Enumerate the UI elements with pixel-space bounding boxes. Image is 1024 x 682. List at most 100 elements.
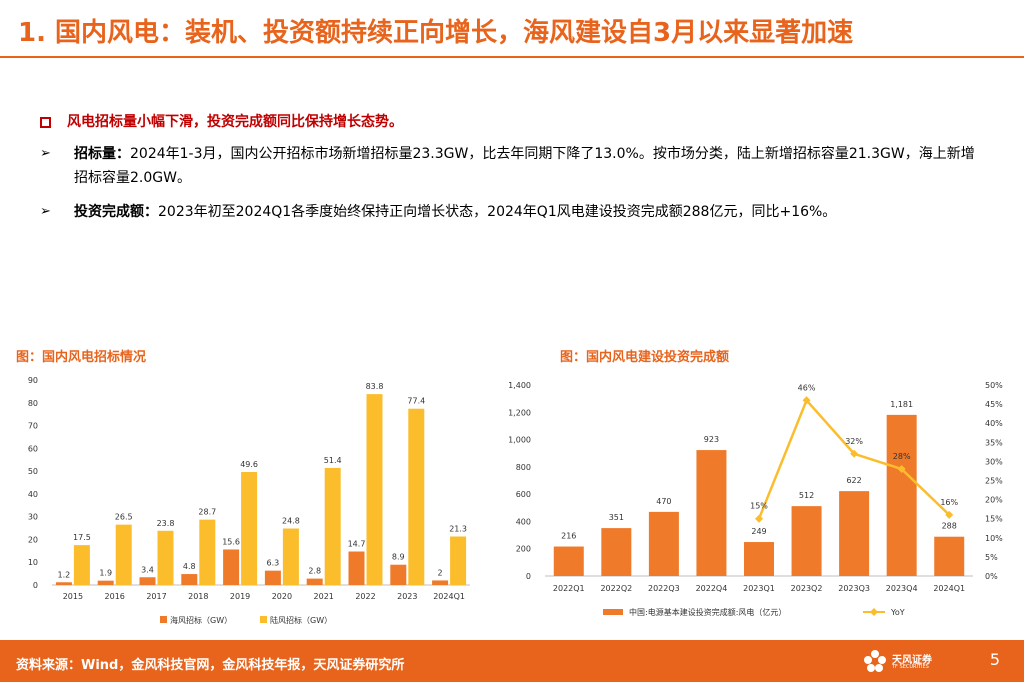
bar-offshore [306,578,323,585]
y-tick-label-left: 800 [516,463,531,472]
x-tick-label: 2022Q1 [553,584,585,593]
bar-offshore [390,564,407,585]
data-label: 1.2 [58,570,71,579]
y-tick-label-left: 200 [516,545,531,554]
data-label: 2.8 [308,567,321,576]
y-tick-label-left: 1,400 [508,381,531,390]
yoy-point [755,514,763,523]
arrow-bullet-icon: ➢ [40,204,51,219]
y-tick-label-right: 50% [985,381,1003,390]
bar-investment [934,536,965,576]
data-label: 51.4 [324,456,342,465]
bar-investment [839,491,870,576]
bullet-text: 2024年1-3月，国内公开招标市场新增招标量23.3GW，比去年同期下降了13… [74,146,975,186]
bullet-label: 投资完成额： [74,204,158,220]
data-label: 23.8 [157,519,175,528]
y-tick-label-right: 30% [985,457,1003,466]
bar-investment [648,511,679,576]
logo-text: 天风证券 [892,655,932,666]
bullet-item: ➢ 招标量：2024年1-3月，国内公开招标市场新增招标量23.3GW，比去年同… [40,142,980,190]
bar-onshore [408,408,425,585]
legend-label: 海风招标（GW） [170,615,232,625]
page-title: 1. 国内风电：装机、投资额持续正向增长，海风建设自3月以来显著加速 [18,18,854,48]
data-label: 15.6 [222,537,240,546]
data-label: 8.9 [392,553,405,562]
x-tick-label: 2016 [105,592,125,601]
page-number: 5 [989,650,1001,669]
y-tick-label: 40 [28,490,38,499]
bar-onshore [199,519,216,585]
y-tick-label-right: 40% [985,419,1003,428]
data-label: 351 [609,513,624,522]
data-label: 83.8 [366,382,384,391]
bar-offshore [264,570,281,585]
data-label: 923 [704,435,719,444]
yoy-point [945,510,954,519]
y-tick-label: 70 [28,422,38,431]
y-tick-label-left: 1,000 [508,436,531,445]
y-tick-label-right: 0% [985,572,998,581]
x-tick-label: 2020 [272,592,292,601]
y-tick-label-right: 25% [985,477,1003,486]
data-label: 77.4 [407,397,425,406]
company-logo: 天风证券 TF SECURITIES [862,648,940,676]
y-tick-label-left: 600 [516,490,531,499]
data-label: 512 [799,491,814,500]
bullet-item: ➢ 投资完成额：2023年初至2024Q1各季度始终保持正向增长状态，2024年… [40,200,980,224]
data-label: 288 [942,522,957,531]
x-tick-label: 2018 [188,592,208,601]
bar-offshore [348,551,365,585]
bar-onshore [115,524,132,585]
bar-onshore [450,536,467,585]
yoy-label: 16% [940,498,958,507]
x-tick-label: 2024Q1 [933,584,965,593]
y-tick-label-right: 45% [985,400,1003,409]
legend-swatch [603,609,623,615]
data-label: 21.3 [449,524,467,533]
bar-onshore [366,394,383,585]
headline-text: 风电招标量小幅下滑，投资完成额同比保持增长态势。 [67,114,403,130]
x-tick-label: 2022Q4 [696,584,728,593]
data-label: 1,181 [890,400,913,409]
x-tick-label: 2023Q1 [743,584,775,593]
bar-offshore [223,549,240,585]
y-tick-label-left: 400 [516,517,531,526]
x-tick-label: 2024Q1 [433,592,465,601]
bar-investment [744,542,774,576]
yoy-point [802,396,811,405]
y-tick-label-right: 15% [985,515,1003,524]
data-label: 216 [561,532,576,541]
yoy-label: 28% [893,452,911,461]
x-tick-label: 2021 [314,592,334,601]
data-label: 49.6 [240,460,258,469]
source-note: 资料来源：Wind，金风科技官网，金风科技年报，天风证券研究所 [16,658,405,673]
y-tick-label-right: 20% [985,496,1003,505]
data-label: 3.4 [141,565,154,574]
x-tick-label: 2022 [355,592,375,601]
yoy-label: 32% [845,437,863,446]
x-tick-label: 2022Q2 [600,584,632,593]
bar-onshore [157,530,174,585]
data-label: 28.7 [198,508,216,517]
bar-investment [886,414,917,576]
bar-onshore [324,467,341,585]
x-tick-label: 2023 [397,592,417,601]
bar-investment [791,506,822,576]
y-tick-label: 0 [33,581,38,590]
data-label: 470 [656,497,671,506]
y-tick-label: 50 [28,467,38,476]
legend-label: YoY [890,608,905,617]
yoy-point [850,449,859,458]
y-tick-label: 20 [28,535,38,544]
data-label: 14.7 [348,540,366,549]
data-label: 622 [846,476,861,485]
bar-offshore [432,580,449,585]
data-label: 4.8 [183,562,196,571]
x-tick-label: 2015 [63,592,83,601]
x-tick-label: 2023Q2 [791,584,823,593]
data-label: 1.9 [99,569,112,578]
x-tick-label: 2019 [230,592,250,601]
y-tick-label-right: 10% [985,534,1003,543]
x-tick-label: 2023Q4 [886,584,918,593]
x-tick-label: 2023Q3 [838,584,870,593]
